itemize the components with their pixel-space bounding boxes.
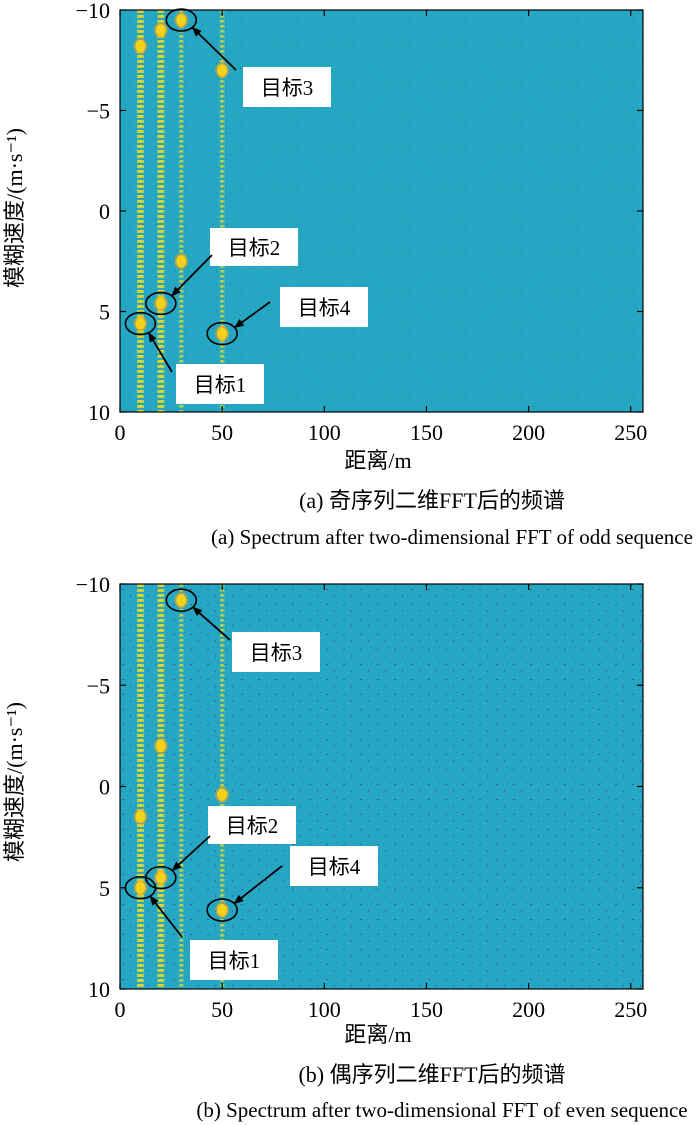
y-tick-label: −10 xyxy=(76,0,110,23)
x-axis-title-odd: 距离/m xyxy=(344,448,411,473)
caption-cn-even: (b) 偶序列二维FFT后的频谱 xyxy=(298,1062,565,1087)
callouts-even: 目标1 目标2 目标3 目标4 xyxy=(124,588,378,980)
target-marker xyxy=(165,588,198,613)
target-label: 目标1 xyxy=(194,373,247,397)
target-label: 目标4 xyxy=(308,855,361,879)
y-tick-label: 10 xyxy=(88,977,110,1002)
caption-en-odd: (a) Spectrum after two-dimensional FFT o… xyxy=(211,525,693,549)
peak-point xyxy=(217,904,228,917)
heatmap-background xyxy=(120,10,643,412)
y-tick-label: 5 xyxy=(99,300,110,325)
target-arrow xyxy=(191,26,237,71)
callouts-odd: 目标1 目标2 目标3 目标4 xyxy=(124,8,368,404)
target-arrow xyxy=(233,301,271,329)
peak-point xyxy=(155,297,166,310)
y-tick-label: 5 xyxy=(99,876,110,901)
target-label: 目标3 xyxy=(261,76,314,100)
x-tick-label: 200 xyxy=(512,997,545,1022)
x-ticks-even: 0 50 100 150 200 250 xyxy=(115,584,647,1022)
peak-point xyxy=(135,40,146,53)
target-label-box xyxy=(280,287,368,327)
x-tick-label: 150 xyxy=(410,420,443,445)
target-label-box xyxy=(290,846,378,886)
target-label: 目标3 xyxy=(250,641,303,665)
heatmap-background xyxy=(120,584,643,989)
target-label-box xyxy=(208,806,296,844)
target-label-box xyxy=(176,364,264,404)
peak-point xyxy=(155,871,166,884)
target-arrow xyxy=(233,865,283,905)
target-label-box xyxy=(232,632,320,672)
x-ticks-odd: 0 50 100 150 200 250 xyxy=(115,10,647,445)
x-tick-label: 50 xyxy=(211,420,233,445)
peak-point xyxy=(176,594,187,607)
target-arrow xyxy=(147,331,173,373)
y-axis-title-even: 模糊速度/(m·s⁻¹) xyxy=(2,702,27,862)
x-tick-label: 150 xyxy=(410,997,443,1022)
peak-point xyxy=(135,810,146,823)
y-tick-label: 0 xyxy=(99,775,110,800)
peak-point xyxy=(217,327,228,340)
target-marker xyxy=(206,321,238,346)
heatmap-even xyxy=(119,583,644,990)
caption-cn-odd: (a) 奇序列二维FFT后的频谱 xyxy=(299,488,565,513)
target-marker xyxy=(206,898,238,922)
target-arrow xyxy=(171,835,211,872)
x-tick-label: 0 xyxy=(115,420,126,445)
peak-point xyxy=(176,14,187,27)
peak-point xyxy=(176,255,187,268)
peak-point xyxy=(217,64,228,77)
target-marker xyxy=(145,291,177,316)
x-tick-label: 100 xyxy=(308,997,341,1022)
target-marker xyxy=(165,8,198,32)
x-tick-label: 200 xyxy=(512,420,545,445)
y-axis-title-odd: 模糊速度/(m·s⁻¹) xyxy=(2,128,27,288)
peak-point xyxy=(155,24,166,37)
target-label: 目标2 xyxy=(226,814,279,838)
y-tick-label: 10 xyxy=(88,400,110,425)
target-label-box xyxy=(210,228,298,266)
x-tick-label: 0 xyxy=(115,997,126,1022)
panel-odd: 目标1 目标2 目标3 目标4 −10 −5 0 5 10 0 50 100 150 200 250 距… xyxy=(2,0,693,549)
x-tick-label: 250 xyxy=(614,420,647,445)
heatmap-odd xyxy=(119,9,644,413)
target-label-box xyxy=(190,940,278,980)
peak-point xyxy=(135,317,146,330)
y-tick-label: 0 xyxy=(99,199,110,224)
target-label: 目标2 xyxy=(228,236,281,260)
target-label: 目标4 xyxy=(298,296,351,320)
y-tick-label: −5 xyxy=(87,99,110,124)
caption-en-even: (b) Spectrum after two-dimensional FFT o… xyxy=(196,1098,687,1122)
y-ticks-even: −10 −5 0 5 10 xyxy=(76,572,643,1002)
panel-even: 目标1 目标2 目标3 目标4 −10 −5 0 5 10 0 50 100 150 200 250 距… xyxy=(2,572,688,1122)
target-arrow xyxy=(192,606,231,641)
peak-point xyxy=(155,740,166,752)
peak-point xyxy=(135,881,146,894)
y-tick-label: −5 xyxy=(87,673,110,698)
x-tick-label: 50 xyxy=(211,997,233,1022)
x-tick-label: 250 xyxy=(614,997,647,1022)
y-tick-label: −10 xyxy=(76,572,110,597)
target-label: 目标1 xyxy=(208,949,261,973)
x-axis-title-even: 距离/m xyxy=(344,1022,411,1047)
x-tick-label: 100 xyxy=(308,420,341,445)
target-arrow xyxy=(171,254,213,297)
target-arrow xyxy=(149,895,183,938)
y-ticks-odd: −10 −5 0 5 10 xyxy=(76,0,643,425)
target-marker xyxy=(145,865,177,890)
peak-point xyxy=(217,788,228,801)
target-marker xyxy=(124,311,157,336)
target-label-box xyxy=(243,67,331,107)
